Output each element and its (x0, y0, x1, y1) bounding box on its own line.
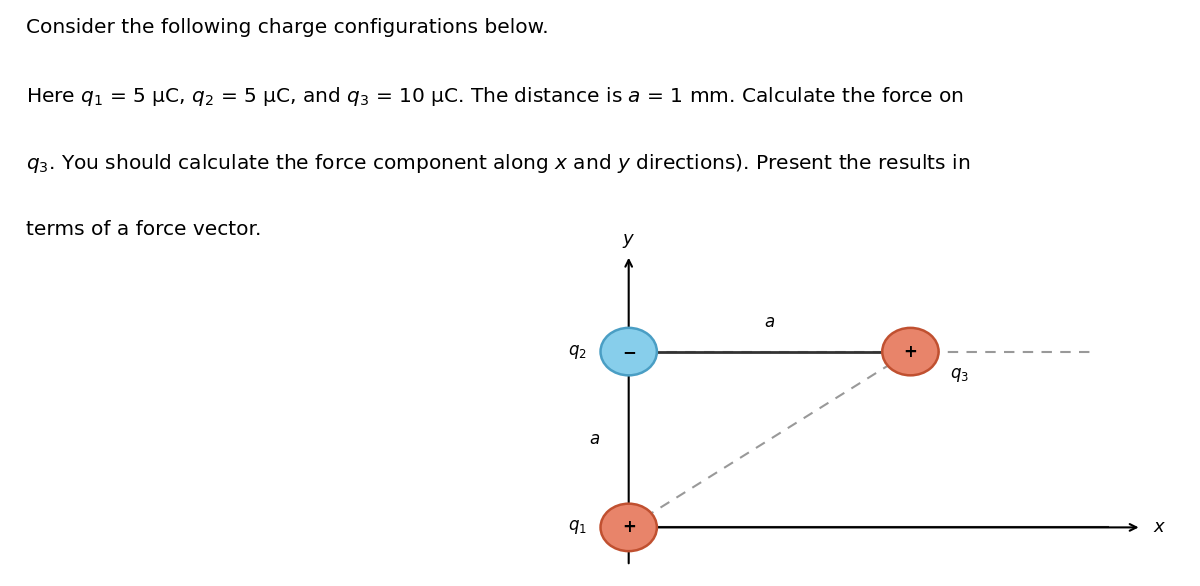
Text: +: + (622, 519, 636, 536)
Text: $q_3$: $q_3$ (950, 366, 968, 384)
Ellipse shape (600, 328, 656, 376)
Text: −: − (622, 343, 636, 360)
Text: $x$: $x$ (1153, 519, 1166, 536)
Ellipse shape (600, 504, 656, 551)
Text: Consider the following charge configurations below.: Consider the following charge configurat… (26, 18, 548, 36)
Ellipse shape (882, 328, 938, 376)
Text: $a$: $a$ (764, 312, 775, 331)
Text: $q_3$. You should calculate the force component along $x$ and $y$ directions). P: $q_3$. You should calculate the force co… (26, 152, 971, 175)
Text: $a$: $a$ (589, 431, 600, 448)
Text: $y$: $y$ (622, 231, 635, 250)
Text: Here $q_1$ = 5 μC, $q_2$ = 5 μC, and $q_3$ = 10 μC. The distance is $a$ = 1 mm. : Here $q_1$ = 5 μC, $q_2$ = 5 μC, and $q_… (26, 85, 965, 108)
Text: terms of a force vector.: terms of a force vector. (26, 220, 262, 239)
Text: $q_1$: $q_1$ (568, 519, 587, 536)
Text: +: + (904, 343, 917, 360)
Text: $q_2$: $q_2$ (568, 343, 587, 360)
